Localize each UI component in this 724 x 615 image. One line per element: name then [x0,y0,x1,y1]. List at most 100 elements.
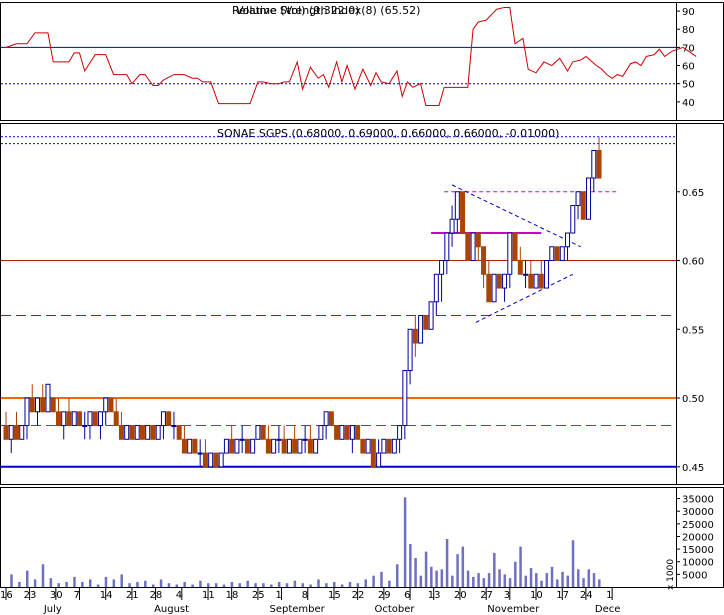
candle-body [586,177,592,220]
volume-bar [214,583,218,587]
x-month-label: August [154,604,189,615]
volume-overlay-title: Volume (Vol) (9,322.0) [236,4,360,17]
candle-body [13,425,19,440]
candle-body [292,438,298,454]
volume-bar [414,557,417,587]
volume-bar [456,554,459,587]
candle-body [166,411,172,427]
candle-body [255,425,261,440]
volume-bar [440,569,444,587]
candle-body [523,273,529,276]
candle-body [407,328,413,372]
x-day-label: 24 [580,590,593,601]
x-day-label: 20 [454,590,467,601]
rsi-panel: Relative Strength Index(8) (65.52) Volum… [0,2,724,121]
volume-bar [254,583,257,587]
volume-bar [435,570,438,587]
x-day-label: 7 [73,590,79,601]
volume-bar [57,583,60,587]
candle-body [507,232,513,275]
x-day-label: 17 [556,590,569,601]
volume-bar [409,544,412,587]
volume-bar [167,583,171,587]
candle-body [71,411,77,427]
volume-bar [199,580,202,587]
candle-body [134,425,140,440]
candle-body [344,425,350,440]
candle-body [202,452,208,468]
volume-bar [222,584,226,587]
candle-body [538,273,544,289]
volume-bar [333,581,336,587]
candle-body [265,438,271,454]
candle-body [213,452,219,468]
candle-body [82,425,88,428]
price-panel: SONAE SGPS (0.68000, 0.69000, 0.66000, 0… [0,123,724,485]
volume-bar [466,570,470,587]
x-day-label: 23 [24,590,37,601]
x-day-label: 25 [252,590,265,601]
volume-bar [550,566,554,587]
candle-body [307,438,313,454]
candle-body [318,425,324,440]
candle-body [402,370,408,427]
volume-bar [49,578,53,587]
volume-bar [493,552,496,587]
candle-body [97,411,103,427]
volume-bar [112,579,116,587]
candle-body [150,425,156,440]
x-day-label: 30 [50,590,63,601]
candle-body [454,191,460,220]
candle-body [449,218,455,234]
candle-body [145,425,151,440]
volume-bar [293,580,297,587]
volume-bar [262,583,265,587]
x-day-label: 8 [302,590,308,601]
volume-bar [340,584,344,587]
x-month-label: September [270,604,326,615]
price-tick-label: 0.50 [682,394,704,405]
candle-body [171,425,177,428]
candle-body [517,260,523,275]
rsi-tick-label: 70 [682,43,695,54]
x-day-label: 15 [328,590,341,601]
candle-body [223,438,229,454]
volume-bar [73,576,76,587]
candle-body [61,411,67,427]
candle-body [460,191,466,234]
candle-body [313,438,319,454]
volume-tick-label: 35000 [682,495,714,506]
volume-bar [65,581,68,587]
candle-body [386,438,392,454]
volume-bar [120,574,123,587]
volume-bar [270,584,273,587]
volume-tick-label: 25000 [682,520,714,531]
volume-bar [183,581,186,587]
volume-bar [503,574,507,587]
candle-body [218,452,224,468]
volume-bar [587,569,591,587]
candle-body [55,411,61,427]
candle-body [423,315,429,330]
x-day-label: 21 [126,590,139,601]
volume-bar [151,584,155,587]
rsi-tick-label: 50 [682,80,695,91]
candle-body [281,438,287,454]
candle-body [486,273,492,303]
price-tick-label: 0.55 [682,325,704,336]
candle-body [297,438,303,454]
volume-bar [301,583,305,587]
x-axis: 16 23 30 7 14 21 28 4 11 18 25 1 8 15 22 29 6 13 20 27 3 10 17… [0,587,724,615]
volume-bar [508,578,512,587]
rsi-tick-label: 80 [682,25,695,36]
rsi-title: Relative Strength Index(8) (65.52) [232,4,420,17]
rsi-tick-label: 40 [682,98,695,109]
candle-body [239,438,245,441]
candle-body [3,425,9,440]
candle-body [323,411,329,427]
candle-body [549,246,555,262]
candle-body [271,438,277,454]
volume-unit-label: x 1000 [666,559,676,590]
candle-body [475,232,481,248]
